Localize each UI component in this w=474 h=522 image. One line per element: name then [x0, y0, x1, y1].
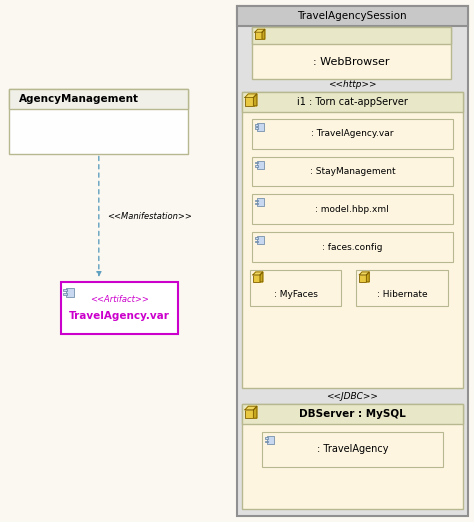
- Polygon shape: [245, 406, 257, 410]
- Bar: [252, 232, 453, 262]
- Text: <<Artifact>>: <<Artifact>>: [90, 295, 149, 304]
- Text: AgencyManagement: AgencyManagement: [19, 94, 139, 104]
- Bar: [252, 27, 451, 44]
- Bar: [253, 275, 260, 282]
- Text: <<http>>: <<http>>: [328, 80, 376, 89]
- Text: <<Manifestation>>: <<Manifestation>>: [107, 212, 191, 221]
- Bar: [245, 410, 254, 418]
- Bar: [61, 282, 178, 334]
- Bar: [255, 199, 258, 201]
- Bar: [267, 436, 274, 444]
- Text: TravelAgency.var: TravelAgency.var: [69, 311, 170, 321]
- Bar: [64, 289, 67, 291]
- Polygon shape: [254, 94, 257, 106]
- Bar: [356, 270, 448, 306]
- Polygon shape: [262, 29, 265, 39]
- Bar: [66, 288, 74, 297]
- Text: : TravelAgency.var: : TravelAgency.var: [311, 129, 393, 138]
- Text: : TravelAgency: : TravelAgency: [317, 445, 388, 455]
- Polygon shape: [359, 272, 369, 275]
- Bar: [9, 89, 188, 153]
- Text: : StayManagement: : StayManagement: [310, 167, 395, 176]
- Bar: [237, 6, 468, 516]
- Polygon shape: [253, 272, 263, 275]
- Bar: [257, 236, 264, 244]
- Polygon shape: [255, 29, 265, 32]
- Text: DBServer : MySQL: DBServer : MySQL: [299, 409, 406, 419]
- Bar: [242, 404, 463, 508]
- Polygon shape: [260, 272, 263, 282]
- Bar: [255, 241, 258, 242]
- Bar: [264, 441, 268, 442]
- Bar: [245, 98, 254, 106]
- Bar: [250, 270, 341, 306]
- Polygon shape: [254, 406, 257, 418]
- Text: TravelAgencySession: TravelAgencySession: [298, 11, 407, 21]
- Text: : model.hbp.xml: : model.hbp.xml: [315, 205, 389, 214]
- Text: <<JDBC>>: <<JDBC>>: [327, 392, 378, 401]
- Bar: [237, 6, 468, 26]
- Bar: [257, 123, 264, 130]
- Bar: [359, 275, 366, 282]
- Text: : faces.config: : faces.config: [322, 243, 383, 252]
- Bar: [252, 157, 453, 186]
- Bar: [252, 119, 453, 149]
- Text: : MyFaces: : MyFaces: [273, 290, 318, 299]
- Polygon shape: [366, 272, 369, 282]
- Bar: [255, 32, 262, 39]
- Bar: [257, 161, 264, 169]
- Bar: [255, 238, 258, 239]
- Text: : WebBrowser: : WebBrowser: [313, 56, 390, 67]
- Bar: [255, 165, 258, 167]
- Bar: [255, 127, 258, 129]
- Bar: [252, 194, 453, 224]
- Text: i1 : Torn cat-appServer: i1 : Torn cat-appServer: [297, 97, 408, 107]
- Bar: [252, 27, 451, 79]
- Bar: [257, 198, 264, 206]
- Polygon shape: [245, 94, 257, 98]
- Bar: [242, 92, 463, 112]
- Bar: [264, 437, 268, 439]
- Bar: [64, 293, 67, 295]
- Bar: [262, 432, 443, 467]
- Bar: [242, 92, 463, 388]
- Bar: [255, 203, 258, 205]
- Bar: [9, 89, 188, 109]
- Bar: [255, 124, 258, 125]
- Bar: [242, 404, 463, 424]
- Bar: [255, 162, 258, 163]
- Text: : Hibernate: : Hibernate: [377, 290, 428, 299]
